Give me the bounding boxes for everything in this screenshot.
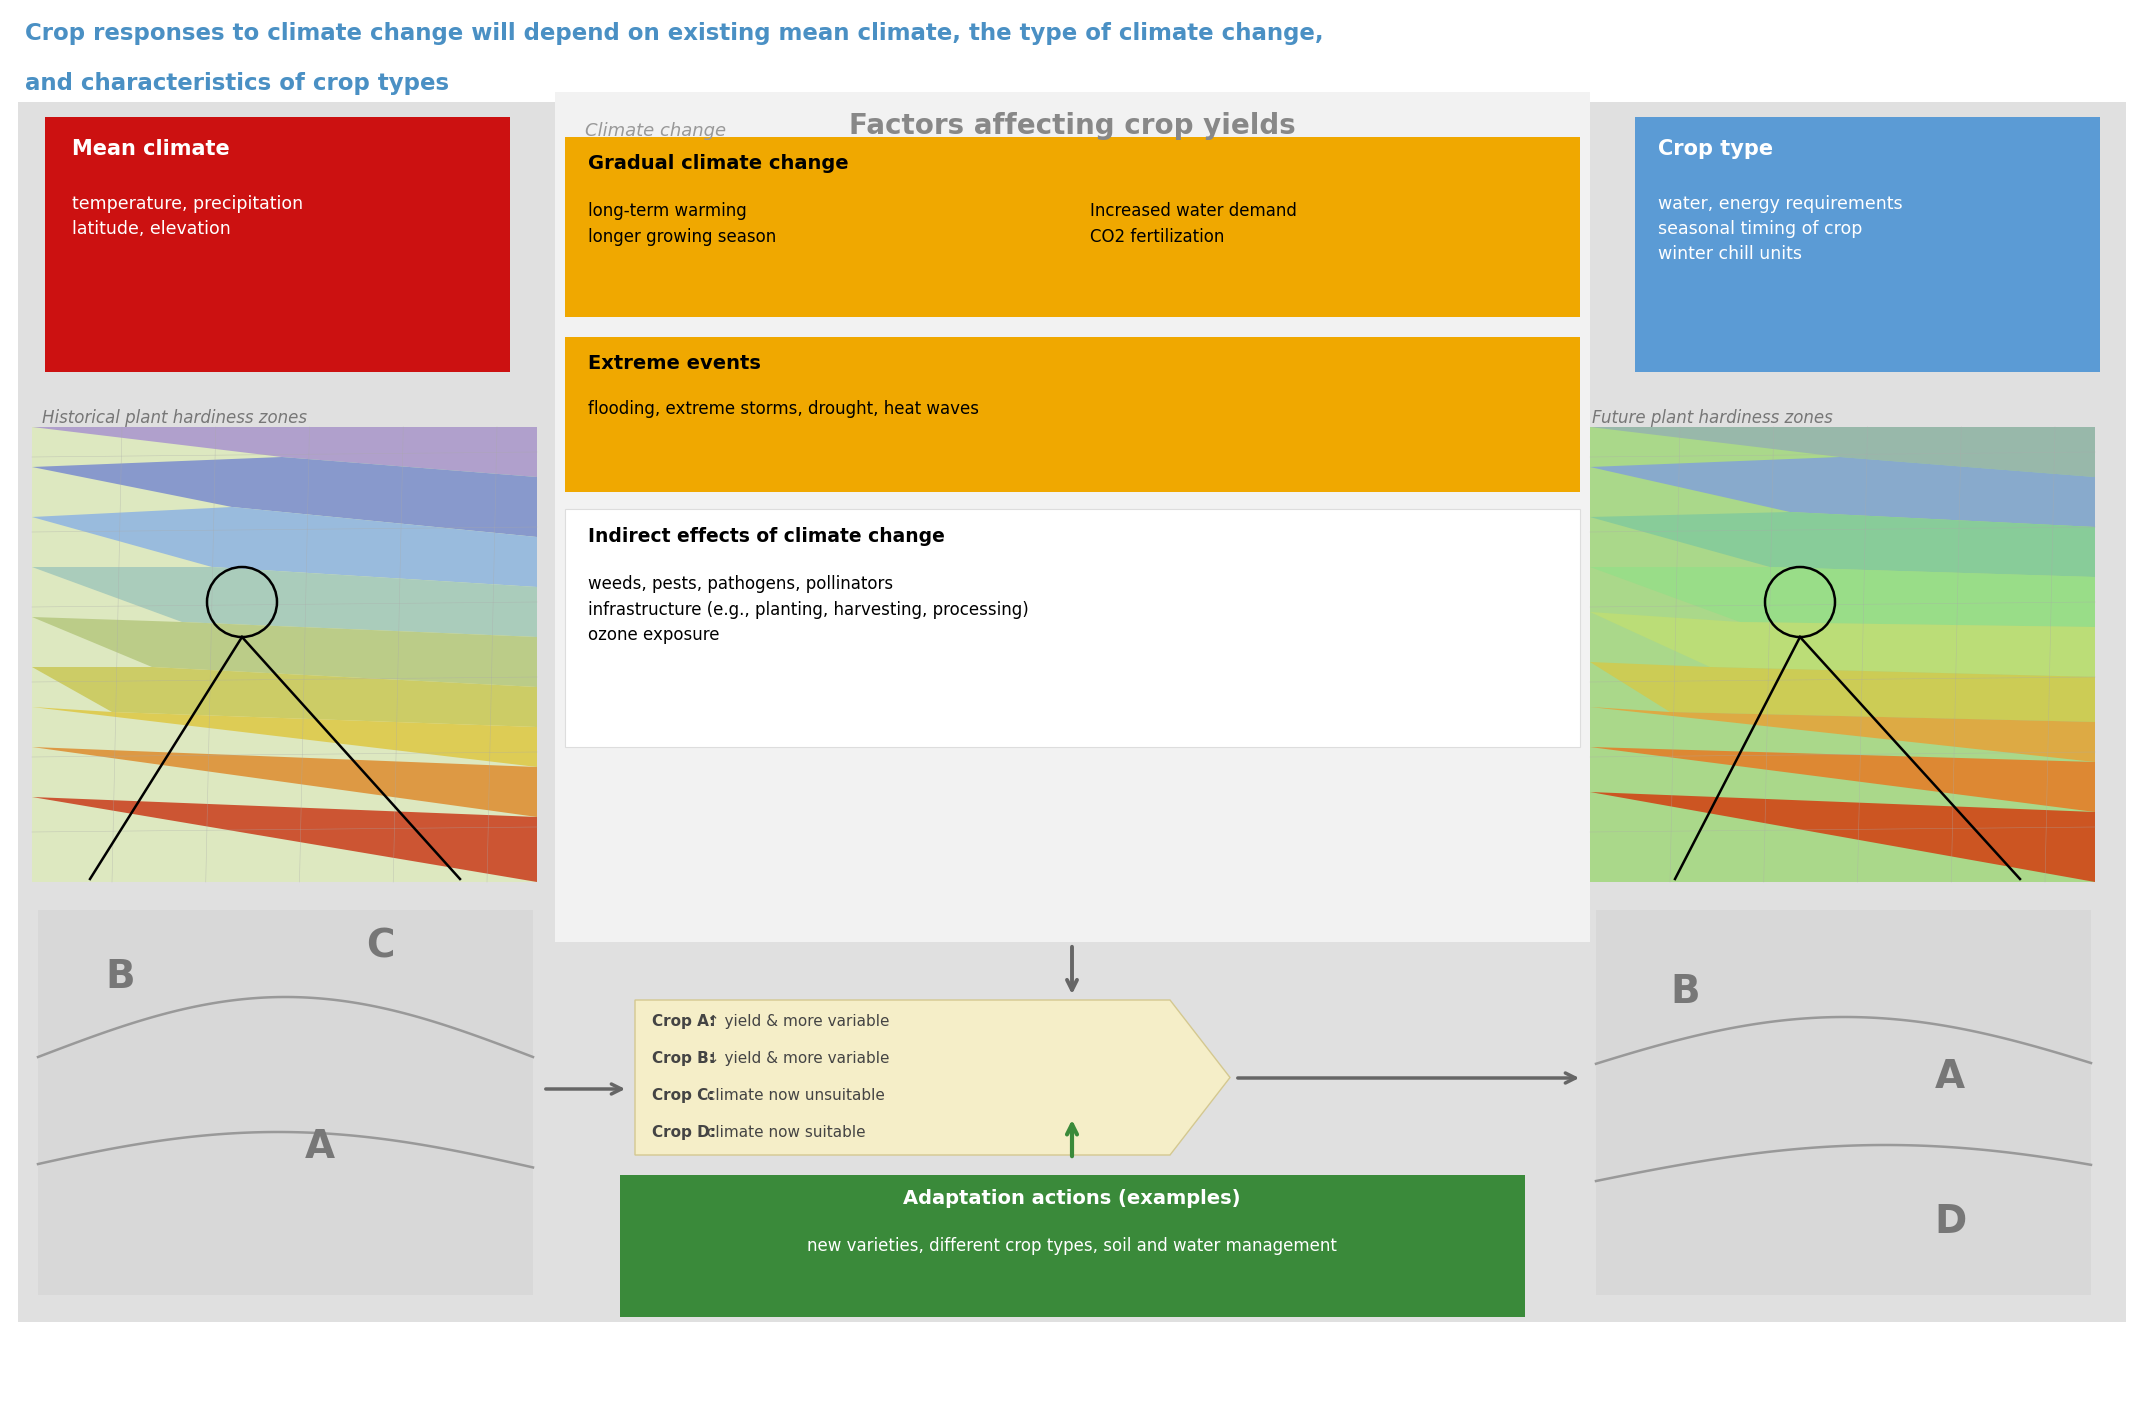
Text: climate now unsuitable: climate now unsuitable (704, 1087, 886, 1103)
Text: Crop D:: Crop D: (652, 1124, 716, 1140)
Text: Historical plant hardiness zones: Historical plant hardiness zones (43, 410, 307, 427)
PathPatch shape (1589, 706, 2096, 762)
Bar (564, 509, 1581, 746)
PathPatch shape (1589, 662, 2096, 722)
Bar (1589, 427, 2096, 882)
Text: Crop C:: Crop C: (652, 1087, 714, 1103)
Text: temperature, precipitation
latitude, elevation: temperature, precipitation latitude, ele… (73, 195, 302, 238)
PathPatch shape (1589, 746, 2096, 812)
Polygon shape (635, 1000, 1229, 1154)
Text: B: B (105, 958, 135, 996)
Text: water, energy requirements
seasonal timing of crop
winter chill units: water, energy requirements seasonal timi… (1658, 195, 1903, 263)
Text: Mean climate: Mean climate (73, 138, 230, 158)
PathPatch shape (32, 666, 536, 726)
Bar (564, 137, 1581, 317)
Text: flooding, extreme storms, drought, heat waves: flooding, extreme storms, drought, heat … (588, 400, 978, 418)
Text: A: A (1935, 1057, 1965, 1096)
Bar (1596, 910, 2091, 1294)
Bar (564, 337, 1581, 492)
PathPatch shape (1589, 792, 2096, 882)
PathPatch shape (1589, 612, 2096, 676)
Text: ↑ yield & more variable: ↑ yield & more variable (704, 1015, 890, 1029)
PathPatch shape (32, 616, 536, 686)
PathPatch shape (32, 507, 536, 586)
Bar (1589, 902, 2096, 1301)
PathPatch shape (32, 746, 536, 818)
PathPatch shape (32, 567, 536, 636)
Text: weeds, pests, pathogens, pollinators
infrastructure (e.g., planting, harvesting,: weeds, pests, pathogens, pollinators inf… (588, 575, 1030, 645)
Bar (1634, 117, 2100, 372)
Text: new varieties, different crop types, soil and water management: new varieties, different crop types, soi… (807, 1237, 1336, 1254)
Text: Crop responses to climate change will depend on existing mean climate, the type : Crop responses to climate change will de… (26, 21, 1323, 46)
PathPatch shape (32, 457, 536, 537)
Text: Climate change: Climate change (586, 121, 727, 140)
Bar (17, 101, 2126, 1321)
Text: climate now suitable: climate now suitable (704, 1124, 867, 1140)
PathPatch shape (1589, 427, 2096, 477)
Text: C: C (367, 928, 395, 966)
PathPatch shape (32, 706, 536, 766)
Bar (1589, 427, 2096, 882)
Text: Increased water demand
CO2 fertilization: Increased water demand CO2 fertilization (1090, 203, 1298, 245)
Text: Crop type: Crop type (1658, 138, 1774, 158)
Bar (32, 427, 536, 882)
Bar (39, 910, 532, 1294)
Text: Indirect effects of climate change: Indirect effects of climate change (588, 527, 946, 547)
Bar (32, 427, 536, 882)
Text: B: B (1671, 973, 1699, 1010)
Text: Factors affecting crop yields: Factors affecting crop yields (849, 111, 1296, 140)
Text: Crop A:: Crop A: (652, 1015, 716, 1029)
Text: long-term warming
longer growing season: long-term warming longer growing season (588, 203, 776, 245)
Bar (45, 117, 511, 372)
PathPatch shape (32, 427, 536, 477)
Text: ↓ yield & more variable: ↓ yield & more variable (704, 1052, 890, 1066)
Text: Extreme events: Extreme events (588, 354, 761, 372)
PathPatch shape (1589, 457, 2096, 527)
Text: Gradual climate change: Gradual climate change (588, 154, 849, 173)
PathPatch shape (32, 798, 536, 882)
Bar (556, 91, 1589, 942)
Text: A: A (305, 1127, 335, 1166)
Bar (620, 1174, 1525, 1317)
Text: D: D (1935, 1203, 1967, 1241)
PathPatch shape (82, 832, 152, 852)
Bar (32, 902, 536, 1301)
Text: Future plant hardiness zones: Future plant hardiness zones (1592, 410, 1832, 427)
Text: Adaptation actions (examples): Adaptation actions (examples) (903, 1189, 1240, 1209)
PathPatch shape (1589, 512, 2096, 577)
Text: and characteristics of crop types: and characteristics of crop types (26, 71, 448, 96)
Text: Crop B:: Crop B: (652, 1052, 714, 1066)
PathPatch shape (1589, 567, 2096, 626)
